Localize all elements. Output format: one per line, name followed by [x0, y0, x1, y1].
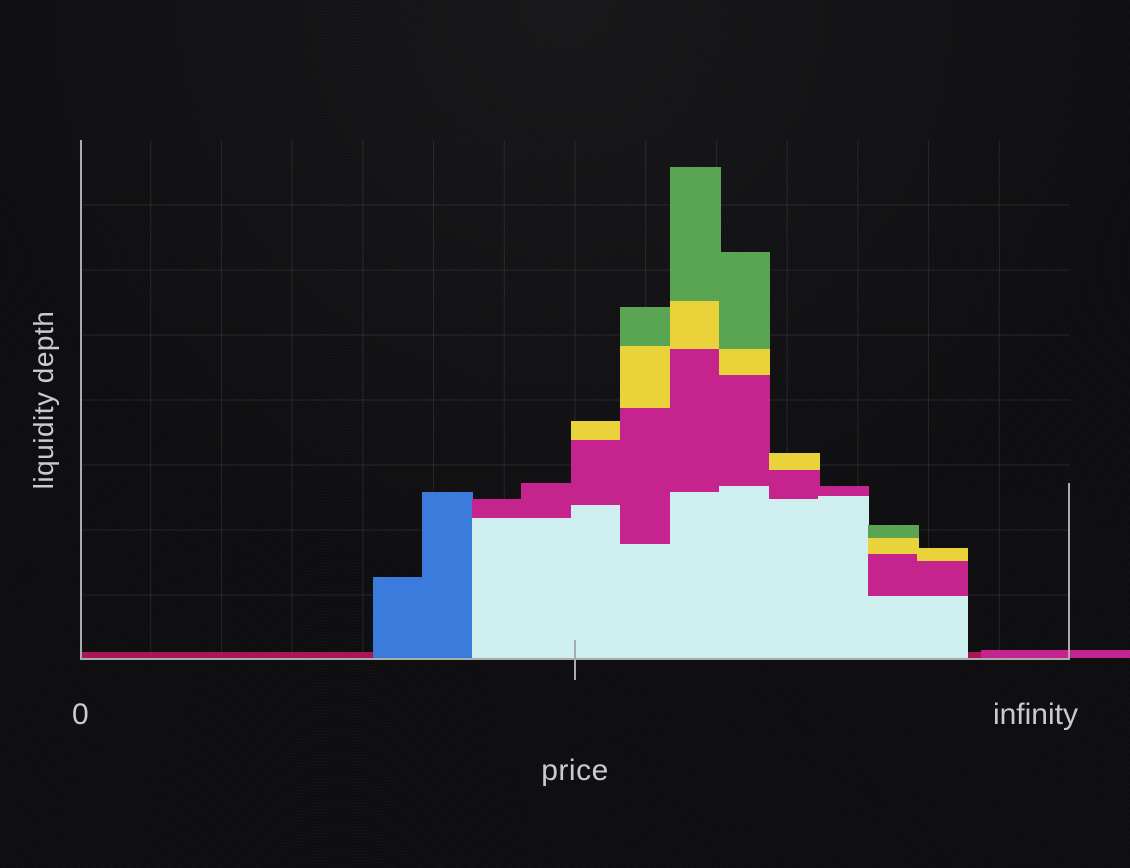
x-axis-center-tick: [574, 640, 576, 680]
bar-seg-magenta: [868, 554, 919, 596]
bar-seg-yellow: [868, 538, 919, 554]
bar-col: [981, 650, 1032, 658]
y-axis-left: [80, 140, 82, 660]
x-tick-min: 0: [72, 698, 89, 732]
y-axis-label: liquidity depth: [28, 311, 60, 490]
bar-seg-pale: [670, 492, 721, 658]
bar-seg-magenta: [1030, 650, 1081, 658]
bar-seg-magenta: [670, 349, 721, 492]
bar-seg-magenta: [719, 375, 770, 486]
bar-seg-blue: [422, 492, 473, 658]
bar-seg-green: [719, 252, 770, 350]
bar-seg-yellow: [719, 349, 770, 375]
bar-seg-magenta: [818, 486, 869, 496]
y-axis-right: [1068, 483, 1070, 660]
bar-seg-pale: [521, 518, 572, 658]
bar-col: [521, 483, 572, 659]
bar-seg-magenta: [521, 483, 572, 519]
bar-seg-magenta: [620, 408, 671, 545]
bar-seg-blue: [373, 577, 424, 658]
bar-seg-green: [670, 167, 721, 300]
bar-col: [917, 548, 968, 659]
x-tick-max: infinity: [993, 698, 1078, 732]
bar-seg-magenta: [571, 440, 622, 505]
bar-seg-yellow: [769, 453, 820, 469]
bar-col: [818, 486, 869, 658]
bar-seg-magenta: [981, 650, 1032, 658]
bar-seg-pale: [719, 486, 770, 658]
bar-seg-yellow: [670, 301, 721, 350]
bar-col: [620, 307, 671, 658]
bar-seg-yellow: [571, 421, 622, 441]
bar-col: [1030, 650, 1081, 658]
bar-col: [422, 492, 473, 658]
bar-col: [571, 421, 622, 658]
bar-seg-pale: [620, 544, 671, 658]
bar-seg-green: [868, 525, 919, 538]
bar-seg-magenta: [1080, 650, 1130, 658]
bar-seg-yellow: [917, 548, 968, 561]
bar-seg-pale: [818, 496, 869, 659]
bar-col: [769, 453, 820, 658]
bars-container: [80, 140, 1070, 658]
plot-area: [80, 140, 1070, 660]
bar-seg-magenta: [472, 499, 523, 519]
bar-col: [670, 167, 721, 658]
bar-seg-yellow: [620, 346, 671, 408]
bar-col: [373, 577, 424, 658]
bar-seg-pale: [769, 499, 820, 658]
bar-seg-pale: [571, 505, 622, 658]
liquidity-depth-chart: liquidity depth price 0 infinity: [80, 140, 1070, 660]
bar-col: [719, 252, 770, 658]
bar-col: [472, 499, 523, 658]
bar-seg-pale: [917, 596, 968, 658]
bar-seg-magenta: [769, 470, 820, 499]
bar-seg-magenta: [917, 561, 968, 597]
bar-col: [868, 525, 919, 658]
bar-seg-pale: [472, 518, 523, 658]
bar-seg-green: [620, 307, 671, 346]
bar-col: [1080, 650, 1130, 658]
bar-seg-pale: [868, 596, 919, 658]
x-axis-label: price: [541, 754, 609, 788]
